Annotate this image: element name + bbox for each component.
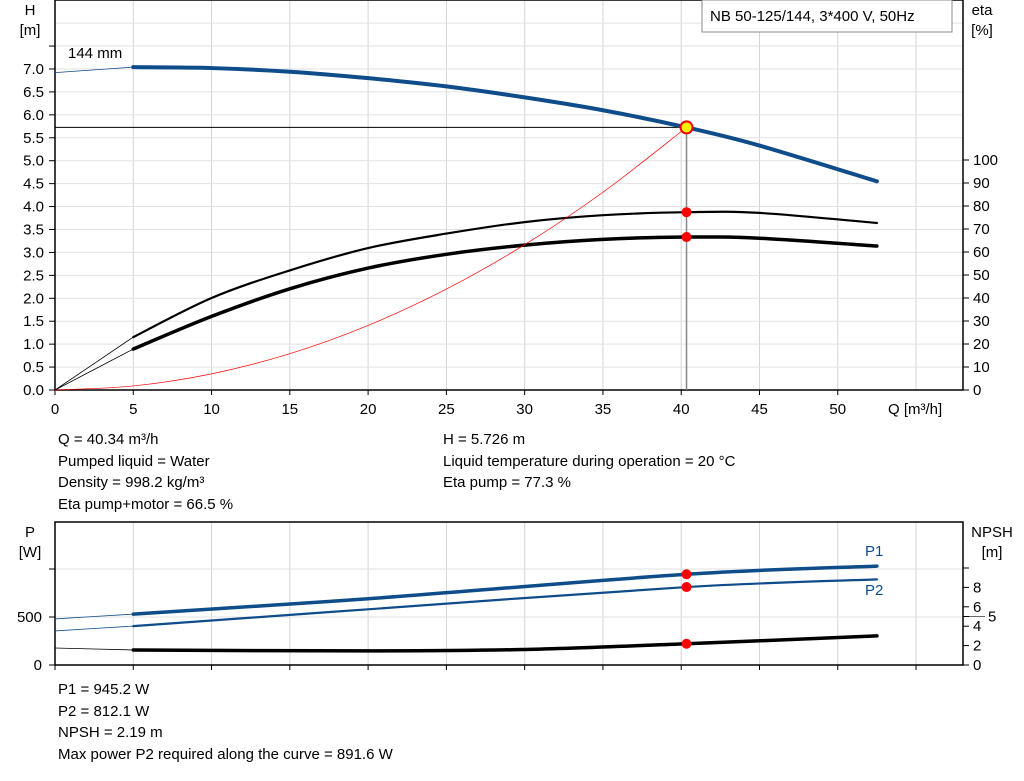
- y-tick-label: 2.0: [23, 290, 44, 307]
- y2-tick-label: 90: [973, 175, 990, 192]
- p1-point: [681, 569, 692, 580]
- y2-tick-label: 100: [973, 152, 998, 169]
- p-tick-label: 0: [34, 657, 42, 674]
- title-box: [701, 0, 953, 33]
- p2-curve: [132, 578, 878, 628]
- plot-frame-top: [54, 0, 964, 391]
- npsh-axis-label: NPSH: [971, 524, 1013, 541]
- npsh-curve: [131, 634, 879, 653]
- x-tick-label: 45: [751, 401, 768, 418]
- y-tick-label: 1.0: [23, 336, 44, 353]
- npsh-curve-extrapolated: [54, 647, 134, 651]
- npsh-tick-label: 6: [973, 599, 981, 616]
- p2-label: P2: [865, 582, 883, 599]
- p2-curve-extrapolated: [54, 625, 134, 632]
- p1-label: P1: [865, 543, 883, 560]
- info-h: H = 5.726 m: [443, 431, 526, 448]
- x-tick-label: 15: [281, 401, 298, 418]
- x-tick-label: 30: [516, 401, 533, 418]
- y-tick-label: 7.0: [23, 61, 44, 78]
- info-liquid: Pumped liquid = Water: [58, 452, 210, 470]
- eta-pump-curve-extrapolated: [54, 336, 134, 391]
- x-tick-label: 10: [203, 401, 220, 418]
- info-density: Density = 998.2 kg/m³: [58, 474, 205, 491]
- info-max-p2: Max power P2 required along the curve = …: [58, 745, 393, 763]
- npsh-tick-label: 5: [988, 609, 996, 626]
- npsh-tick-label: 8: [973, 579, 981, 596]
- p-axis-label: [W]: [19, 544, 42, 561]
- H-curve-extrapolated: [54, 66, 134, 74]
- p2-point: [681, 582, 692, 593]
- y2-axis-label: [%]: [971, 22, 993, 39]
- chart-title: NB 50-125/144, 3*400 V, 50Hz: [710, 8, 915, 25]
- impeller-label: 144 mm: [68, 45, 122, 62]
- p-tick-label: 500: [17, 609, 42, 626]
- y-tick-label: 1.5: [23, 313, 44, 330]
- x-tick-label: 5: [129, 401, 137, 418]
- y2-tick-label: 10: [973, 359, 990, 376]
- y-tick-label: 3.5: [23, 221, 44, 238]
- x-tick-label: 20: [360, 401, 377, 418]
- npsh-point: [681, 638, 692, 649]
- y-tick-label: 5.0: [23, 153, 44, 170]
- eta-pump-curve: [132, 210, 878, 339]
- info-bottom: P1 = 945.2 W P2 = 812.1 W NPSH = 2.19 m …: [58, 679, 393, 765]
- info-p2: P2 = 812.1 W: [58, 702, 150, 720]
- y-tick-label: 5.5: [23, 130, 44, 147]
- info-top-right: H = 5.726 m Liquid temperature during op…: [443, 429, 735, 494]
- y-tick-label: 4.0: [23, 199, 44, 216]
- y2-tick-label: 60: [973, 244, 990, 261]
- p1-curve: [131, 564, 879, 616]
- y-tick-label: 4.5: [23, 176, 44, 193]
- x-tick-label: 50: [829, 401, 846, 418]
- x-tick-label: 35: [595, 401, 612, 418]
- p-axis-label: P: [25, 524, 35, 541]
- y-tick-label: 2.5: [23, 267, 44, 284]
- npsh-tick-label: 2: [973, 638, 981, 655]
- y-axis-label: [m]: [20, 22, 41, 39]
- y2-tick-label: 80: [973, 198, 990, 215]
- H-curve: [131, 65, 879, 184]
- p1-curve-extrapolated: [54, 613, 134, 620]
- eta-pump-motor-curve-extrapolated: [54, 348, 134, 391]
- y-tick-label: 0.5: [23, 359, 44, 376]
- eta-pump-point: [681, 207, 692, 218]
- npsh-tick-label: 0: [973, 657, 981, 674]
- y2-tick-label: 40: [973, 290, 990, 307]
- y2-axis-label: eta: [972, 2, 994, 19]
- plot-frame-bottom: [54, 521, 964, 666]
- y-tick-label: 0.0: [23, 382, 44, 399]
- system-curve: [54, 127, 687, 391]
- y-tick-label: 3.0: [23, 244, 44, 261]
- info-eta-pump-motor: Eta pump+motor = 66.5 %: [58, 495, 234, 513]
- info-npsh: NPSH = 2.19 m: [58, 724, 163, 741]
- info-top-left: Q = 40.34 m³/h Pumped liquid = Water Den…: [58, 429, 233, 515]
- x-tick-label: 25: [438, 401, 455, 418]
- duty-point: [679, 120, 694, 135]
- eta-pump-motor-point: [681, 232, 692, 243]
- npsh-tick-label: 4: [973, 618, 981, 635]
- y2-tick-label: 30: [973, 313, 990, 330]
- y-axis-label: H: [25, 2, 36, 19]
- info-temperature: Liquid temperature during operation = 20…: [443, 452, 736, 470]
- eta-pump-motor-curve: [131, 235, 879, 351]
- x-tick-label: 0: [51, 401, 59, 418]
- info-eta-pump: Eta pump = 77.3 %: [443, 474, 571, 491]
- info-p1: P1 = 945.2 W: [58, 681, 150, 698]
- y2-tick-label: 50: [973, 267, 990, 284]
- y2-tick-label: 20: [973, 336, 990, 353]
- y-tick-label: 6.0: [23, 107, 44, 124]
- y2-tick-label: 0: [973, 382, 981, 399]
- npsh-axis-label: [m]: [982, 544, 1003, 561]
- x-tick-label: 40: [673, 401, 690, 418]
- x-axis-label: Q [m³/h]: [888, 401, 942, 418]
- y2-tick-label: 70: [973, 221, 990, 238]
- y-tick-label: 6.5: [23, 84, 44, 101]
- info-q: Q = 40.34 m³/h: [58, 431, 159, 448]
